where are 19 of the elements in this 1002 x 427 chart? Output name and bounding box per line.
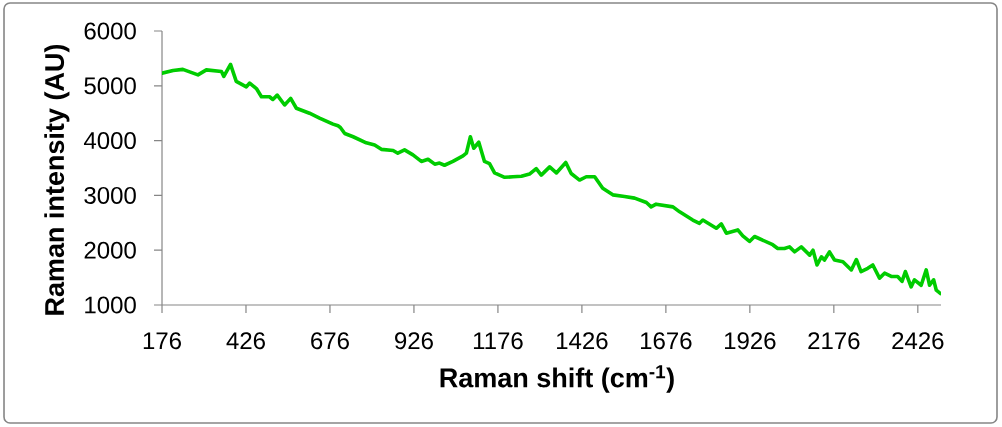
x-tick-label: 1926	[725, 332, 776, 350]
x-tick-label: 926	[395, 332, 433, 350]
x-tick-label: 426	[226, 332, 265, 350]
y-tick-label: 6000	[84, 22, 136, 40]
line-series	[162, 62, 941, 296]
y-tick-label: 4000	[83, 132, 136, 150]
y-axis-title: Raman intensity (AU)	[44, 44, 70, 315]
y-tick-label: 3000	[84, 186, 136, 204]
x-tick-label: 1676	[641, 332, 692, 350]
x-tick-label: 676	[311, 332, 349, 350]
x-tick-label: 176	[143, 332, 181, 350]
x-tick-label: 2176	[808, 332, 860, 350]
y-tick-label: 5000	[84, 77, 136, 95]
x-tick-label: 2426	[892, 332, 944, 350]
x-tick-label: 1176	[473, 332, 523, 350]
x-axis-title: Raman shift (cm$^{-1}$)	[440, 365, 674, 393]
x-tick-label: 1426	[557, 332, 608, 350]
y-tick-label: 1000	[85, 296, 136, 314]
y-tick-label: 2000	[84, 241, 136, 259]
